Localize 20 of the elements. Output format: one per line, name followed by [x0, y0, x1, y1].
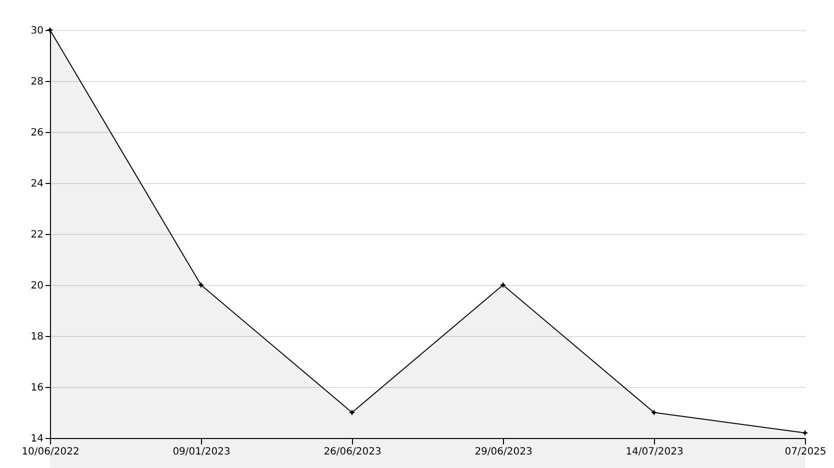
point — [198, 282, 204, 288]
point — [348, 409, 356, 416]
x-tick-label: 09/01/2023 — [172, 446, 230, 458]
y-tick-label: 20 — [30, 280, 44, 292]
point — [650, 409, 658, 416]
y-tick-label: 22 — [30, 230, 44, 240]
point — [802, 430, 808, 436]
x-tick-label: 07/2025 — [784, 446, 826, 458]
point — [500, 282, 506, 288]
x-tick-label: 29/06/2023 — [474, 446, 532, 458]
y-tick-label: 24 — [30, 178, 44, 190]
y-tick-label: 18 — [30, 332, 44, 342]
x-tick-label: 10/06/2022 — [22, 446, 80, 458]
y-tick-label: 16 — [30, 382, 44, 394]
x-tick-label: 26/06/2023 — [324, 446, 382, 458]
y-tick-label: 30 — [30, 26, 44, 36]
y-tick-label: 14 — [30, 434, 44, 444]
y-tick-label: 26 — [30, 128, 44, 138]
y-tick-label: 28 — [30, 76, 44, 88]
x-tick-label: 14/07/2023 — [626, 446, 684, 458]
